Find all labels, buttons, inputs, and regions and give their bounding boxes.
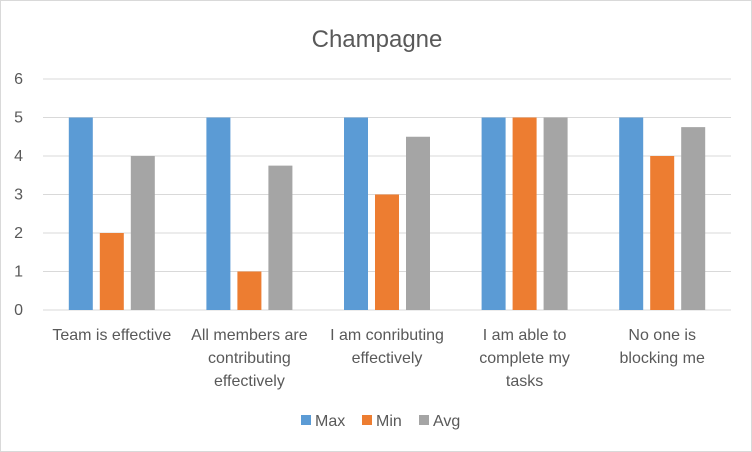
bar-max-2	[206, 117, 231, 310]
x-tick-label: Team is effective	[52, 327, 171, 344]
legend-label-min: Min	[376, 413, 402, 430]
legend-label-max: Max	[315, 413, 345, 430]
y-tick-label: 5	[14, 110, 23, 127]
x-axis: Team is effective All members are contribu…	[52, 327, 705, 390]
bar-min-3	[375, 194, 399, 310]
bar-avg-5	[681, 127, 706, 310]
bar-max-3	[344, 117, 368, 310]
bar-avg-1	[130, 156, 155, 310]
x-tick-label: I am able to	[483, 327, 567, 344]
bar-avg-4	[543, 117, 568, 310]
y-tick-label: 1	[14, 264, 23, 281]
x-tick-label: No one is	[628, 327, 696, 344]
y-tick-label: 4	[14, 148, 23, 165]
legend-swatch-avg	[419, 415, 429, 425]
bar-avg-2	[268, 165, 293, 310]
legend-swatch-max	[301, 415, 311, 425]
x-tick-label: effectively	[214, 373, 285, 390]
legend-label-avg: Avg	[433, 413, 460, 430]
x-tick-label: I am conributing	[330, 327, 444, 344]
bar-avg-3	[406, 136, 430, 310]
y-tick-label: 0	[14, 302, 23, 319]
bar-min-1	[99, 233, 124, 310]
bar-min-2	[237, 271, 262, 310]
bar-max-1	[68, 117, 93, 310]
y-axis: 0 1 2 3 4 5 6	[14, 71, 23, 319]
bars	[68, 117, 706, 310]
y-tick-label: 3	[14, 187, 23, 204]
bar-max-4	[481, 117, 506, 310]
x-tick-label: effectively	[352, 350, 423, 367]
chart-title: Champagne	[312, 26, 443, 53]
y-tick-label: 6	[14, 71, 23, 88]
x-tick-label: blocking me	[620, 350, 705, 367]
x-tick-label: tasks	[506, 373, 543, 390]
bar-min-4	[512, 117, 537, 310]
legend-swatch-min	[362, 415, 372, 425]
x-tick-label: All members are	[191, 327, 308, 344]
legend: Max Min Avg	[301, 413, 460, 430]
y-tick-label: 2	[14, 225, 23, 242]
x-tick-label: contributing	[208, 350, 291, 367]
x-tick-label: complete my	[479, 350, 570, 367]
bar-max-5	[619, 117, 644, 310]
bar-min-5	[650, 156, 675, 310]
